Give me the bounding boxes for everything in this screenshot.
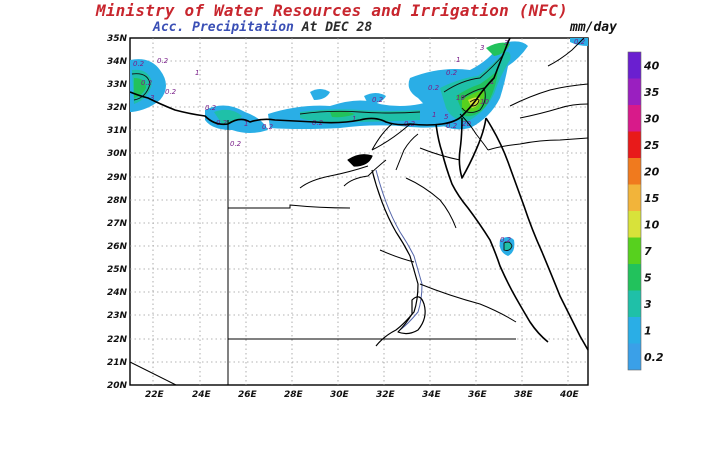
colorbar-label: 35 xyxy=(644,86,660,99)
colorbar-label: 25 xyxy=(644,139,660,152)
colorbar-label: 1 xyxy=(644,324,652,337)
lat-label: 20N xyxy=(107,381,128,391)
lon-label: 36E xyxy=(468,390,488,400)
lon-label: 22E xyxy=(145,390,165,400)
contour-label: 1 xyxy=(490,78,494,86)
lon-label: 28E xyxy=(284,390,304,400)
contour-label: 3 xyxy=(504,39,508,47)
contour-label: 0.2 xyxy=(428,84,440,92)
units-label: mm/day xyxy=(570,20,617,35)
lat-label: 34N xyxy=(107,57,128,67)
colorbar-swatch xyxy=(628,290,641,317)
colorbar-swatch xyxy=(628,78,641,105)
colorbar-label: 30 xyxy=(644,112,660,125)
lat-label: 30N xyxy=(107,149,128,159)
contour-label: 10 xyxy=(480,98,489,106)
lat-label: 32N xyxy=(107,103,128,113)
contour-label: 0.2 xyxy=(500,236,512,244)
map-subtitle: Acc. Precipitation At DEC 28 xyxy=(153,20,372,35)
lat-label: 33N xyxy=(107,80,128,90)
contour-label: 1 xyxy=(244,120,248,128)
contour-label: 0.2 xyxy=(141,79,153,87)
map-grid xyxy=(130,38,588,385)
contour-lines xyxy=(131,53,513,251)
contour-label: 0.2 xyxy=(230,140,242,148)
contour-label: 0.2 xyxy=(262,123,274,131)
contour-label: 1 xyxy=(195,69,199,77)
contour-label: 10 xyxy=(456,94,465,102)
lon-label: 32E xyxy=(376,390,396,400)
borders xyxy=(129,37,589,386)
contour-label: 0.2 xyxy=(372,96,384,104)
contour-label: 1 xyxy=(352,115,356,123)
contour-label: 0.2 xyxy=(165,88,177,96)
lat-label: 25N xyxy=(107,265,128,275)
contour-label: 1 xyxy=(456,56,460,64)
contour-label: 3 xyxy=(480,44,484,52)
colorbar-label: 20 xyxy=(644,165,660,178)
contour-label: 20 xyxy=(462,120,471,128)
lat-label: 35N xyxy=(107,34,128,44)
colorbar-label: 7 xyxy=(644,245,652,258)
subtitle-date: At DEC 28 xyxy=(301,20,373,35)
contour-label: 5 xyxy=(444,113,449,121)
colorbar-swatch xyxy=(628,343,641,370)
lon-label: 38E xyxy=(514,390,534,400)
colorbar-swatch xyxy=(628,264,641,291)
colorbar-frame xyxy=(627,51,642,371)
contour-label: 0.2 xyxy=(446,122,458,130)
latitude-labels: 35N 34N 33N 32N 31N 30N 29N 28N 27N 26N … xyxy=(107,34,128,391)
colorbar-swatch xyxy=(628,105,641,132)
lon-label: 40E xyxy=(559,390,580,400)
colorbar-swatch xyxy=(628,158,641,185)
colorbar-label: 3 xyxy=(644,298,652,311)
colorbar-label: 0.2 xyxy=(644,351,664,364)
contour-label: 0.2 xyxy=(133,60,145,68)
contour-label: 0.2 xyxy=(205,104,217,112)
contour-label: 3 xyxy=(150,94,154,102)
lat-label: 28N xyxy=(107,196,128,206)
lat-label: 21N xyxy=(107,358,128,368)
colorbar-swatch xyxy=(628,131,641,158)
lat-label: 29N xyxy=(107,173,128,183)
colorbar-label: 10 xyxy=(644,218,660,231)
lon-label: 26E xyxy=(238,390,258,400)
map-frame xyxy=(129,37,589,386)
lat-label: 31N xyxy=(107,126,128,136)
contour-label: 1 xyxy=(432,111,436,119)
longitude-labels: 22E 24E 26E 28E 30E 32E 34E 36E 38E 40E xyxy=(145,390,580,400)
contour-label: 0.2 xyxy=(157,57,169,65)
colorbar: 40 35 30 25 20 15 10 7 5 3 1 0.2 xyxy=(627,51,664,371)
colorbar-label: 5 xyxy=(644,271,652,284)
lat-label: 24N xyxy=(107,288,128,298)
colorbar-swatch xyxy=(628,184,641,211)
colorbar-label: 40 xyxy=(643,59,660,72)
lat-label: 22N xyxy=(107,335,128,345)
colorbar-swatch xyxy=(628,237,641,264)
lat-label: 23N xyxy=(107,311,128,321)
colorbar-swatch xyxy=(628,211,641,238)
map-title: Ministry of Water Resources and Irrigati… xyxy=(96,1,568,20)
lat-label: 26N xyxy=(107,242,128,252)
colorbar-label: 15 xyxy=(644,192,660,205)
subtitle-product: Acc. Precipitation xyxy=(153,20,294,35)
contour-label: 0.2 xyxy=(216,119,228,127)
lon-label: 24E xyxy=(192,390,212,400)
colorbar-swatch xyxy=(628,52,641,79)
lon-label: 34E xyxy=(422,390,442,400)
colorbar-swatch xyxy=(628,317,641,344)
lon-label: 30E xyxy=(330,390,350,400)
lat-label: 27N xyxy=(107,219,128,229)
contour-label: 0.2 xyxy=(446,69,458,77)
